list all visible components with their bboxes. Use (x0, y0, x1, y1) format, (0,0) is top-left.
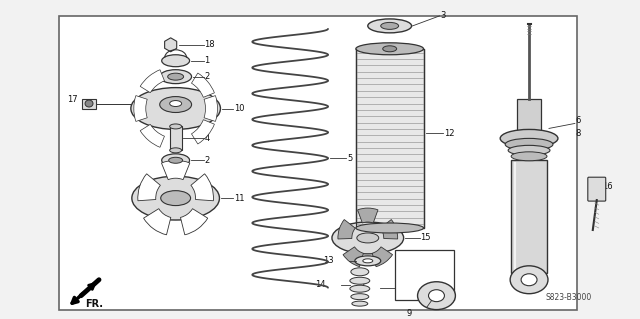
Text: 5: 5 (347, 154, 352, 163)
Ellipse shape (368, 19, 412, 33)
Text: 10: 10 (234, 104, 245, 113)
Ellipse shape (505, 138, 553, 150)
Ellipse shape (363, 259, 372, 263)
Ellipse shape (132, 176, 220, 220)
FancyBboxPatch shape (517, 99, 541, 133)
Ellipse shape (350, 277, 370, 284)
Text: 3: 3 (440, 11, 446, 20)
Ellipse shape (356, 223, 424, 233)
Wedge shape (372, 247, 392, 267)
Wedge shape (191, 73, 214, 97)
Ellipse shape (170, 100, 182, 107)
Wedge shape (343, 247, 364, 267)
Ellipse shape (521, 274, 537, 286)
Ellipse shape (162, 154, 189, 167)
Text: 18: 18 (205, 40, 215, 49)
Text: 14: 14 (315, 280, 326, 289)
Ellipse shape (131, 88, 220, 130)
Wedge shape (138, 174, 161, 201)
Wedge shape (140, 70, 164, 93)
Ellipse shape (332, 222, 404, 254)
Text: 6: 6 (576, 116, 581, 125)
Ellipse shape (356, 43, 424, 55)
Text: 1: 1 (205, 56, 210, 65)
Wedge shape (161, 160, 190, 180)
FancyBboxPatch shape (356, 49, 424, 228)
Ellipse shape (161, 191, 191, 205)
Ellipse shape (169, 157, 182, 163)
Ellipse shape (417, 282, 456, 310)
FancyBboxPatch shape (511, 160, 547, 273)
Ellipse shape (500, 130, 558, 147)
Ellipse shape (357, 233, 379, 243)
Text: 11: 11 (234, 194, 245, 203)
Ellipse shape (170, 124, 182, 129)
Ellipse shape (85, 100, 93, 107)
Text: 17: 17 (67, 95, 77, 104)
Ellipse shape (429, 290, 444, 302)
Text: 13: 13 (323, 256, 333, 265)
Ellipse shape (511, 152, 547, 161)
Ellipse shape (160, 97, 191, 113)
Ellipse shape (350, 285, 370, 292)
FancyBboxPatch shape (82, 99, 96, 108)
Ellipse shape (383, 46, 397, 52)
Wedge shape (191, 120, 214, 144)
Text: 2: 2 (205, 72, 210, 81)
Text: 16: 16 (602, 182, 612, 191)
Text: 2: 2 (205, 156, 210, 165)
Ellipse shape (355, 256, 381, 266)
Ellipse shape (351, 268, 369, 276)
Text: 12: 12 (444, 129, 455, 138)
Ellipse shape (168, 73, 184, 80)
Wedge shape (338, 219, 355, 239)
Ellipse shape (162, 55, 189, 67)
Wedge shape (358, 208, 378, 223)
Wedge shape (140, 124, 164, 147)
Ellipse shape (352, 301, 368, 306)
Wedge shape (204, 96, 218, 122)
Wedge shape (134, 96, 147, 122)
FancyBboxPatch shape (170, 126, 182, 150)
Ellipse shape (508, 145, 550, 155)
Text: 15: 15 (420, 234, 431, 242)
Text: 7: 7 (360, 283, 365, 292)
Ellipse shape (351, 294, 369, 300)
Text: 8: 8 (576, 129, 581, 138)
Text: FR.: FR. (85, 299, 103, 309)
Text: 4: 4 (205, 134, 210, 143)
Text: S823-B3000: S823-B3000 (546, 293, 592, 302)
Text: 9: 9 (406, 309, 412, 318)
FancyBboxPatch shape (59, 16, 577, 310)
Ellipse shape (160, 70, 191, 84)
Ellipse shape (510, 266, 548, 294)
FancyBboxPatch shape (588, 177, 605, 201)
Wedge shape (180, 209, 208, 235)
Ellipse shape (381, 22, 399, 29)
Ellipse shape (170, 148, 182, 153)
Wedge shape (143, 209, 171, 235)
Wedge shape (191, 174, 214, 201)
Wedge shape (380, 219, 397, 239)
